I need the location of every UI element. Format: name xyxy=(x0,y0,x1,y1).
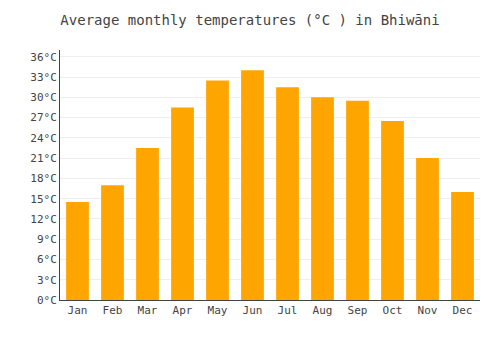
svg-text:Oct: Oct xyxy=(383,304,403,317)
svg-text:Feb: Feb xyxy=(103,304,123,317)
svg-text:36°C: 36°C xyxy=(30,51,57,64)
svg-text:May: May xyxy=(208,304,228,317)
svg-text:Mar: Mar xyxy=(138,304,158,317)
svg-text:12°C: 12°C xyxy=(30,213,57,226)
svg-text:30°C: 30°C xyxy=(30,91,57,104)
svg-text:15°C: 15°C xyxy=(30,193,57,206)
svg-text:Nov: Nov xyxy=(418,304,438,317)
svg-text:3°C: 3°C xyxy=(37,274,57,287)
svg-text:24°C: 24°C xyxy=(30,132,57,145)
svg-text:33°C: 33°C xyxy=(30,71,57,84)
svg-text:Sep: Sep xyxy=(348,304,368,317)
svg-text:Dec: Dec xyxy=(453,304,473,317)
svg-text:Jan: Jan xyxy=(68,304,88,317)
svg-text:Aug: Aug xyxy=(313,304,333,317)
svg-text:9°C: 9°C xyxy=(37,233,57,246)
svg-text:Jun: Jun xyxy=(243,304,263,317)
svg-text:Jul: Jul xyxy=(278,304,298,317)
svg-text:27°C: 27°C xyxy=(30,111,57,124)
svg-text:21°C: 21°C xyxy=(30,152,57,165)
svg-text:Apr: Apr xyxy=(173,304,193,317)
svg-text:6°C: 6°C xyxy=(37,253,57,266)
svg-text:18°C: 18°C xyxy=(30,172,57,185)
svg-text:Average monthly temperatures (: Average monthly temperatures (°C ) in Bh… xyxy=(60,12,439,28)
svg-text:0°C: 0°C xyxy=(37,294,57,307)
